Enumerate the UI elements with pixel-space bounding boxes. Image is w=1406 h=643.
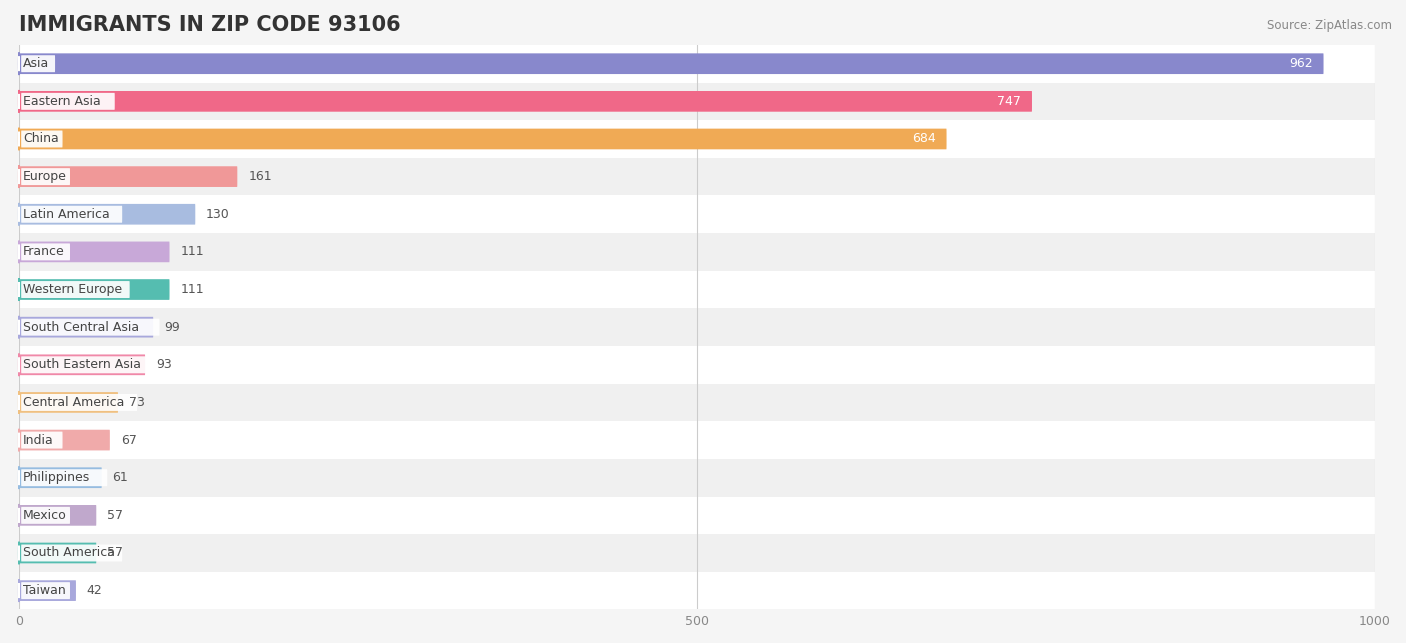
Bar <box>20 572 1375 610</box>
FancyBboxPatch shape <box>20 430 110 451</box>
Text: 73: 73 <box>129 396 145 409</box>
FancyBboxPatch shape <box>20 467 101 488</box>
FancyBboxPatch shape <box>21 281 129 298</box>
Text: Latin America: Latin America <box>22 208 110 221</box>
Text: Asia: Asia <box>22 57 49 70</box>
Text: 42: 42 <box>87 584 103 597</box>
FancyBboxPatch shape <box>21 545 122 561</box>
FancyBboxPatch shape <box>20 167 238 187</box>
Text: Mexico: Mexico <box>22 509 67 522</box>
Text: 130: 130 <box>207 208 231 221</box>
FancyBboxPatch shape <box>20 91 1032 112</box>
Bar <box>20 346 1375 384</box>
FancyBboxPatch shape <box>21 356 159 374</box>
Text: South Central Asia: South Central Asia <box>22 321 139 334</box>
Bar <box>20 233 1375 271</box>
FancyBboxPatch shape <box>20 354 145 375</box>
Text: China: China <box>22 132 59 145</box>
FancyBboxPatch shape <box>20 242 170 262</box>
FancyBboxPatch shape <box>21 131 62 147</box>
Text: 99: 99 <box>165 321 180 334</box>
FancyBboxPatch shape <box>21 507 70 524</box>
Bar <box>20 309 1375 346</box>
FancyBboxPatch shape <box>21 431 62 449</box>
Text: Eastern Asia: Eastern Asia <box>22 95 101 108</box>
FancyBboxPatch shape <box>21 93 115 110</box>
Text: Philippines: Philippines <box>22 471 90 484</box>
Text: 57: 57 <box>107 509 124 522</box>
Text: Central America: Central America <box>22 396 125 409</box>
Bar <box>20 534 1375 572</box>
FancyBboxPatch shape <box>21 469 107 486</box>
Text: 161: 161 <box>249 170 271 183</box>
FancyBboxPatch shape <box>21 206 122 222</box>
Bar <box>20 421 1375 459</box>
Bar <box>20 496 1375 534</box>
Bar <box>20 195 1375 233</box>
Text: 111: 111 <box>180 283 204 296</box>
Bar <box>20 82 1375 120</box>
FancyBboxPatch shape <box>20 53 1323 74</box>
Text: 57: 57 <box>107 547 124 559</box>
Text: South Eastern Asia: South Eastern Asia <box>22 358 141 371</box>
Text: South America: South America <box>22 547 115 559</box>
FancyBboxPatch shape <box>20 392 118 413</box>
FancyBboxPatch shape <box>21 394 138 411</box>
FancyBboxPatch shape <box>21 244 70 260</box>
Text: Europe: Europe <box>22 170 67 183</box>
FancyBboxPatch shape <box>20 129 946 149</box>
FancyBboxPatch shape <box>20 279 170 300</box>
Bar <box>20 45 1375 82</box>
Text: 747: 747 <box>997 95 1021 108</box>
Bar <box>20 384 1375 421</box>
Text: Taiwan: Taiwan <box>22 584 66 597</box>
FancyBboxPatch shape <box>21 55 55 72</box>
Bar <box>20 459 1375 496</box>
Bar <box>20 271 1375 309</box>
Text: IMMIGRANTS IN ZIP CODE 93106: IMMIGRANTS IN ZIP CODE 93106 <box>20 15 401 35</box>
FancyBboxPatch shape <box>20 317 153 338</box>
Text: Western Europe: Western Europe <box>22 283 122 296</box>
FancyBboxPatch shape <box>21 168 70 185</box>
FancyBboxPatch shape <box>21 582 70 599</box>
Text: 61: 61 <box>112 471 128 484</box>
Text: France: France <box>22 246 65 258</box>
FancyBboxPatch shape <box>20 580 76 601</box>
Text: India: India <box>22 433 53 447</box>
Text: 93: 93 <box>156 358 172 371</box>
Text: 67: 67 <box>121 433 136 447</box>
FancyBboxPatch shape <box>21 319 159 336</box>
Bar <box>20 120 1375 158</box>
FancyBboxPatch shape <box>20 204 195 224</box>
FancyBboxPatch shape <box>20 505 96 526</box>
Text: 684: 684 <box>912 132 936 145</box>
Text: 111: 111 <box>180 246 204 258</box>
FancyBboxPatch shape <box>20 543 96 563</box>
Text: Source: ZipAtlas.com: Source: ZipAtlas.com <box>1267 19 1392 32</box>
Text: 962: 962 <box>1289 57 1313 70</box>
Bar <box>20 158 1375 195</box>
